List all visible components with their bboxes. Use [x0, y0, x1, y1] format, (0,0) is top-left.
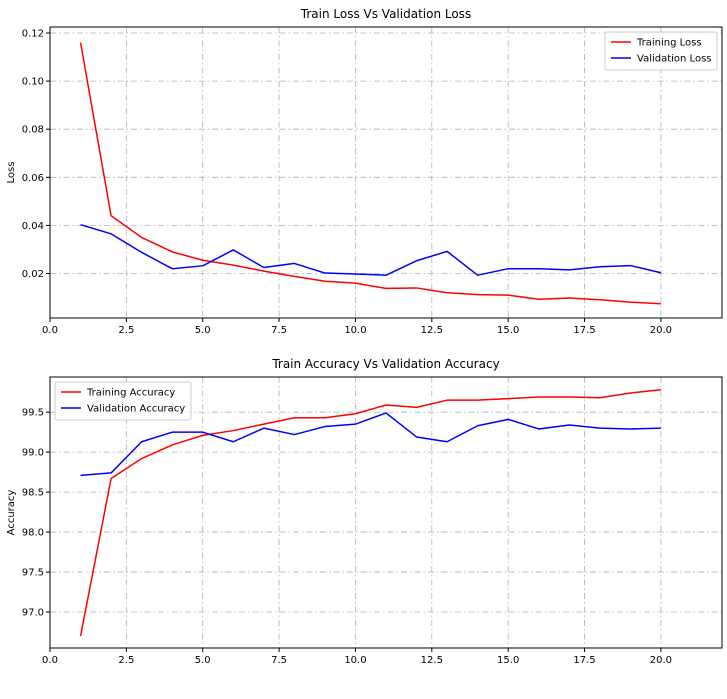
axis-ticks: 0.0 2.5 5.0 7.5 10.0 12.5 15.0 17.5 20.0 0.02 0.04… [22, 29, 672, 336]
y-tick-label: 0.12 [22, 29, 44, 40]
x-tick-label: 10.0 [344, 325, 366, 336]
y-tick-label: 0.08 [22, 125, 44, 136]
legend-label-training-loss: Training Loss [636, 38, 702, 49]
chart-title: Train Loss Vs Validation Loss [300, 7, 471, 21]
x-tick-label: 20.0 [650, 655, 672, 666]
y-axis-label: Accuracy [6, 490, 17, 536]
x-tick-label: 2.5 [118, 655, 134, 666]
legend-box [54, 381, 192, 421]
legend-box [604, 31, 718, 71]
x-tick-label: 10.0 [344, 655, 366, 666]
x-tick-label: 2.5 [118, 325, 134, 336]
y-tick-label: 98.5 [22, 488, 44, 499]
x-tick-label: 0.0 [42, 655, 58, 666]
y-tick-label: 99.0 [22, 448, 44, 459]
y-tick-label: 0.04 [22, 221, 44, 232]
x-tick-label: 15.0 [497, 655, 519, 666]
series-lines [79, 42, 662, 305]
x-tick-label: 17.5 [573, 325, 595, 336]
x-tick-label: 0.0 [42, 325, 58, 336]
y-axis-label: Loss [6, 162, 17, 184]
legend-label-validation-loss: Validation Loss [637, 54, 712, 65]
y-tick-label: 0.10 [22, 77, 44, 88]
series-line-training-loss [79, 42, 661, 305]
x-tick-label: 12.5 [421, 325, 443, 336]
axis-ticks: 0.0 2.5 5.0 7.5 10.0 12.5 15.0 17.5 20.0 97.0 97.5… [22, 408, 672, 666]
x-tick-label: 15.0 [497, 325, 519, 336]
x-tick-label: 20.0 [650, 325, 672, 336]
loss-chart: Train Loss Vs Validation Loss Loss 0.0 2.… [6, 7, 723, 336]
accuracy-chart: Train Accuracy Vs Validation Accuracy Ac… [6, 357, 723, 666]
y-tick-label: 99.5 [22, 408, 44, 419]
chart-title: Train Accuracy Vs Validation Accuracy [271, 357, 499, 371]
x-tick-label: 17.5 [573, 655, 595, 666]
series-lines [79, 389, 661, 637]
y-tick-label: 97.0 [22, 608, 44, 619]
legend-label-training-accuracy: Training Accuracy [86, 388, 175, 399]
y-tick-label: 0.02 [22, 269, 44, 280]
series-line-validation-loss [80, 223, 662, 276]
legend-label-validation-accuracy: Validation Accuracy [87, 404, 185, 415]
x-tick-label: 7.5 [271, 655, 287, 666]
legend: Training Accuracy Validation Accuracy [54, 381, 192, 421]
series-line-validation-accuracy [80, 412, 661, 477]
plot-frame [49, 376, 723, 649]
y-tick-label: 0.06 [22, 173, 44, 184]
x-tick-label: 5.0 [195, 655, 211, 666]
y-tick-label: 97.5 [22, 568, 44, 579]
x-tick-label: 12.5 [421, 655, 443, 666]
x-tick-label: 7.5 [271, 325, 287, 336]
plot-frame [49, 26, 723, 319]
legend: Training Loss Validation Loss [604, 31, 718, 71]
x-tick-label: 5.0 [195, 325, 211, 336]
y-tick-label: 98.0 [22, 528, 44, 539]
series-line-training-accuracy [79, 389, 661, 637]
